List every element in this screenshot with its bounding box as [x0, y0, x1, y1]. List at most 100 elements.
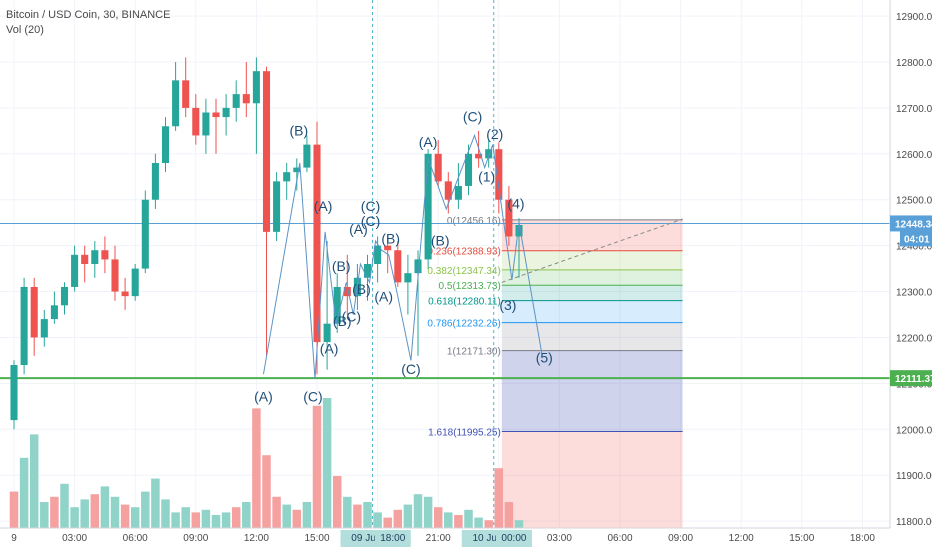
time-tick-label: 09:00: [668, 533, 693, 544]
candle-body: [374, 245, 382, 264]
time-tick-label: 15:00: [789, 533, 814, 544]
time-tick-label: 06:00: [607, 533, 632, 544]
volume-bar: [292, 509, 302, 528]
candle-body: [111, 259, 119, 292]
volume-bar: [141, 491, 150, 528]
symbol-title[interactable]: Bitcoin / USD Coin, 30, BINANCE: [6, 9, 171, 21]
wave-label: (C): [342, 308, 361, 324]
elliott-wave-path: [262, 133, 543, 379]
volume-bar: [383, 517, 392, 528]
volume-bar: [353, 504, 362, 528]
candle-body: [313, 144, 321, 343]
price-badge-label: 12111.37: [895, 374, 932, 385]
time-marker-label: 00:00: [501, 533, 526, 544]
time-tick-label: 03:00: [547, 533, 572, 544]
price-tick-label: 12000.00: [896, 425, 932, 436]
volume-bar: [221, 512, 231, 528]
fib-level-label: 0.786(12232.26): [427, 319, 500, 330]
volume-bar: [433, 507, 443, 528]
price-tick-label: 11900.00: [896, 471, 932, 482]
grid: [0, 0, 890, 528]
candle-body: [343, 286, 351, 297]
fib-level-label: 0.382(12347.34): [427, 266, 500, 277]
volume-bar: [322, 398, 332, 528]
volume-bar: [514, 520, 524, 528]
candle-body: [414, 259, 422, 274]
time-marker-label: 10 Jul '19: [473, 533, 516, 544]
price-badge: [890, 215, 932, 232]
volume-bars: [9, 398, 524, 528]
wave-label: (B): [289, 122, 308, 138]
fib-zone: [501, 219, 683, 251]
candle-body: [394, 250, 402, 283]
volume-bar: [373, 512, 382, 528]
volume-bar: [9, 491, 19, 528]
candle-body: [293, 167, 301, 173]
fibonacci-retracement: 0(12456.16) 0.236(12388.93) 0.382(12347.34…: [427, 216, 683, 528]
volume-bar: [423, 496, 433, 528]
candle-body: [202, 112, 210, 136]
volume-indicator-title[interactable]: Vol (20): [6, 24, 44, 36]
price-badge-label: 12448.34: [895, 219, 932, 230]
candle-body: [121, 291, 129, 297]
volume-bar: [332, 476, 342, 528]
volume-bar: [80, 499, 89, 528]
candle-body: [182, 80, 190, 108]
volume-bar: [413, 494, 423, 528]
fib-level-label: 1(12171.30): [447, 347, 501, 358]
chart-legend: Bitcoin / USD Coin, 30, BINANCE Vol (20): [6, 8, 170, 38]
volume-bar: [363, 502, 372, 528]
volume-bar: [130, 507, 140, 528]
volume-bar: [60, 483, 69, 528]
volume-bar: [302, 502, 312, 528]
wave-label: (C): [401, 361, 420, 377]
volume-bar: [211, 515, 221, 528]
wave-label: (B): [381, 230, 400, 246]
volume-bar: [393, 509, 403, 528]
fib-zone: [501, 285, 683, 301]
candle-body: [444, 181, 452, 200]
volume-bar: [464, 509, 473, 528]
candle-body: [151, 162, 159, 200]
volume-bar: [494, 468, 504, 528]
fib-zone: [501, 250, 683, 270]
candle-body: [475, 153, 483, 159]
candle-body: [242, 94, 250, 104]
candle-body: [252, 71, 260, 104]
fib-zone: [501, 300, 683, 323]
candle-body: [212, 112, 220, 118]
candle-body: [505, 199, 513, 237]
volume-bar: [444, 512, 453, 528]
fib-level-label: 0.618(12280.11): [428, 297, 501, 308]
candle-body: [172, 80, 180, 127]
volume-bar: [231, 507, 241, 528]
candle-body: [424, 153, 432, 260]
volume-bar: [282, 504, 291, 528]
candle-body: [495, 149, 503, 200]
wave-label: (B): [431, 233, 450, 249]
wave-label: (C): [303, 389, 322, 405]
candle-body: [131, 268, 139, 297]
volume-bar: [403, 504, 413, 528]
wave-label: (B): [352, 281, 371, 297]
time-tick-label: 06:00: [123, 533, 148, 544]
volume-bar: [70, 507, 79, 528]
fib-zone: [501, 322, 683, 351]
wave-label: (C): [361, 213, 380, 229]
trend-line: [501, 218, 683, 283]
time-marker-badge: [495, 530, 532, 547]
volume-bar: [262, 455, 271, 528]
volume-bar: [90, 494, 100, 528]
wave-label: (A): [374, 289, 393, 305]
price-axis: 11800.0011900.0012000.0012100.0012200.00…: [889, 0, 932, 550]
volume-bar: [201, 509, 211, 528]
volume-bar: [19, 457, 29, 528]
volume-bar: [181, 507, 190, 528]
price-tick-label: 12300.00: [896, 288, 932, 299]
wave-label: (2): [486, 126, 503, 142]
volume-bar: [29, 434, 39, 528]
candle-body: [161, 126, 170, 163]
fib-zone: [501, 269, 683, 286]
wave-label: (B): [333, 313, 352, 329]
